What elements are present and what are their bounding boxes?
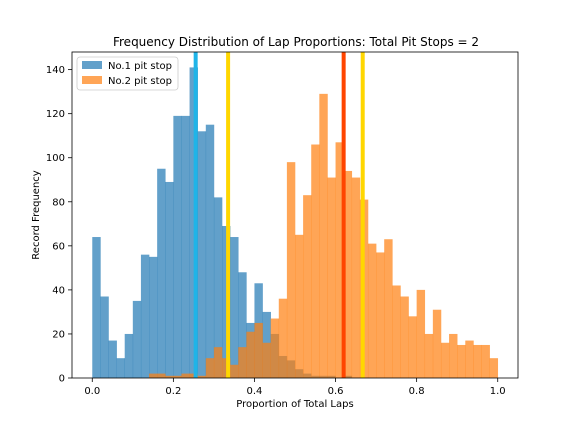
series-2-bar [424, 333, 434, 378]
series-1-bar [116, 358, 126, 378]
y-tick-label: 40 [52, 285, 65, 296]
series-1-bar [100, 296, 109, 378]
x-tick-label: 1.0 [490, 386, 506, 397]
series-2-bar [457, 344, 466, 378]
axes-frame [71, 51, 519, 379]
series-2-bar [343, 170, 353, 378]
legend-label-no1: No.1 pit stop [108, 61, 172, 72]
series-2-bar [327, 177, 336, 378]
y-tick-label: 140 [46, 65, 65, 76]
legend-label-no2: No.2 pit stop [108, 76, 172, 87]
series-1-bar [157, 168, 166, 378]
series-2-bar [254, 322, 263, 378]
series-2-bar [303, 195, 312, 378]
series-2-bar [262, 342, 271, 378]
series-2-bar [197, 375, 207, 378]
legend-box [76, 56, 179, 91]
x-tick-label: 0.6 [328, 386, 344, 397]
series-2-bar [149, 373, 158, 378]
series-2-bar [311, 144, 320, 378]
series-1-bar [197, 131, 207, 378]
y-tick-label: 0 [59, 374, 65, 385]
x-axis-label: Proportion of Total Laps [236, 399, 353, 410]
series-2-bar [230, 364, 239, 378]
series-2-bar [173, 375, 182, 378]
y-tick-label: 100 [46, 153, 65, 164]
series-2-bar [319, 93, 328, 378]
series-2-bar [295, 234, 304, 378]
legend: No.1 pit stop No.2 pit stop [76, 56, 179, 91]
plot-area [92, 52, 499, 379]
y-tick-label: 60 [52, 241, 65, 252]
series-1-bar [140, 254, 150, 378]
series-2-bar [473, 344, 482, 378]
series-2-bar [432, 309, 442, 378]
series-2-bar [238, 347, 247, 378]
series-1-bar [108, 340, 117, 378]
series-2-bar [270, 318, 280, 378]
series-1-bar [181, 115, 190, 378]
series-2-bar [278, 298, 288, 378]
series-1-bar [92, 237, 101, 378]
y-axis-label: Record Frequency [31, 170, 42, 259]
series-2-bar [376, 252, 385, 378]
series-2-bar [335, 142, 344, 378]
series-2-bar [392, 285, 401, 378]
bars-layer [92, 67, 499, 379]
series-2-bar [367, 243, 377, 378]
series-1-bar [213, 197, 223, 378]
series-1-bar [165, 181, 174, 378]
x-tick-label: 0.0 [84, 386, 100, 397]
y-tick-label: 120 [46, 109, 65, 120]
series-2-bar [246, 331, 255, 378]
series-1-bar [173, 115, 182, 378]
series-2-bar [351, 177, 361, 378]
series-2-bar [205, 358, 215, 378]
series-2-bar [213, 347, 223, 378]
vlines-layer [193, 52, 365, 378]
chart-title: Frequency Distribution of Lap Proportion… [113, 35, 479, 49]
x-tick-label: 0.2 [165, 386, 181, 397]
series-2-bar [384, 239, 393, 378]
legend-swatch-no1 [82, 61, 102, 69]
series-2-bar [408, 316, 417, 378]
series-2-bar [465, 340, 474, 378]
series-2-bar [416, 289, 426, 378]
series-1-bar [230, 237, 239, 378]
x-tick-label: 0.8 [409, 386, 425, 397]
series-2-bar [449, 333, 458, 378]
series-2-bar [165, 375, 174, 378]
series-2-bar [157, 373, 166, 378]
series-2-bar [286, 162, 296, 378]
series-2-bar [489, 358, 499, 378]
series-2-bar [440, 342, 450, 378]
series-2-bar [481, 344, 490, 378]
series-1-bar [238, 272, 247, 378]
x-tick-label: 0.4 [247, 386, 263, 397]
y-tick-label: 80 [52, 197, 65, 208]
x-axis-ticks: 0.0 0.2 0.4 0.6 0.8 1.0 [84, 378, 506, 397]
series-1-bar [124, 333, 134, 378]
y-axis-ticks: 0 20 40 60 80 100 120 140 [46, 65, 72, 385]
legend-swatch-no2 [82, 76, 102, 84]
series-1-bar [205, 124, 215, 378]
series-1-bar [149, 256, 158, 378]
y-tick-label: 20 [52, 329, 65, 340]
series-2-bar [181, 373, 190, 378]
series-2-bar [400, 296, 409, 378]
series-1-bar [132, 300, 142, 378]
